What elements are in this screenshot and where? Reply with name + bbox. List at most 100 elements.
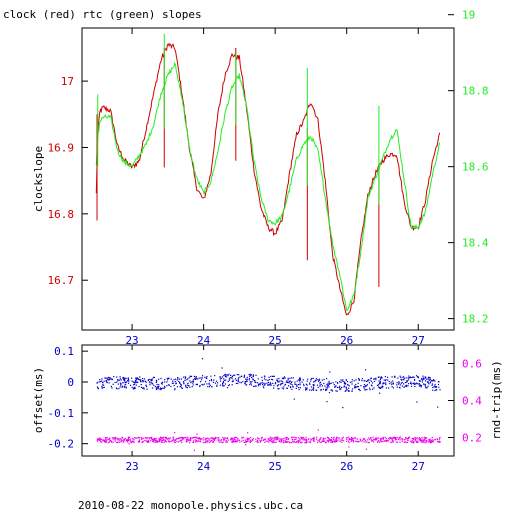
rnd-trip-point (105, 437, 107, 439)
offset-point (381, 385, 383, 387)
rnd-trip-outlier-point (246, 438, 248, 440)
rnd-trip-point (367, 437, 370, 439)
offset-point (299, 379, 301, 381)
rnd-trip-outlier-point (348, 446, 350, 448)
offset-point (415, 375, 418, 377)
rnd-trip-point (243, 436, 245, 438)
rnd-trip-point (167, 440, 169, 442)
offset-point (143, 387, 145, 389)
rnd-trip-point (292, 439, 294, 441)
rnd-trip-point (286, 437, 288, 439)
offset-point (182, 381, 185, 383)
rnd-trip-point (128, 439, 130, 441)
rnd-trip-point (274, 436, 276, 438)
offset-point (410, 381, 412, 383)
rnd-trip-point (204, 442, 206, 444)
offset-plot-ticks: 23 24 25 26 27 0.1 0 -0.1 -0.2 0.2 0.4 0.6 (48, 345, 482, 473)
offset-point (187, 378, 189, 380)
offset-point (244, 382, 246, 384)
rnd-trip-outlier-point (392, 437, 394, 439)
rnd-trip-point (233, 437, 236, 439)
rnd-trip-point (100, 438, 103, 441)
offset-point (124, 384, 126, 386)
rnd-trip-point (285, 441, 287, 443)
offset-point (123, 386, 125, 388)
rnd-trip-point (432, 441, 434, 443)
rnd-trip-point (295, 437, 297, 439)
rnd-trip-point (420, 439, 422, 441)
rnd-trip-point (417, 440, 419, 442)
offset-point (358, 379, 360, 381)
offset-point (361, 378, 363, 380)
offset-point (401, 385, 403, 387)
rnd-trip-point (331, 440, 333, 442)
offset-point (259, 384, 261, 386)
rnd-trip-point (121, 437, 124, 439)
rnd-trip-point (257, 440, 259, 442)
offset-point (427, 378, 429, 380)
rnd-trip-point (330, 437, 333, 439)
rnd-trip-point (149, 440, 152, 442)
rnd-trip-point (280, 438, 282, 440)
offset-point (245, 378, 247, 380)
rnd-trip-point (330, 441, 332, 444)
offset-point (343, 386, 345, 388)
offset-point (107, 378, 109, 380)
rnd-trip-point (271, 437, 273, 439)
offset-point (225, 374, 227, 376)
offset-point (388, 387, 390, 389)
rnd-trip-point (272, 440, 274, 442)
rnd-trip-point (394, 439, 396, 441)
rnd-trip-point (368, 438, 371, 440)
offset-point (282, 377, 284, 379)
rnd-trip-point (138, 441, 140, 443)
offset-point (360, 385, 362, 387)
offset-point (325, 389, 327, 391)
offset-point (174, 389, 176, 391)
offset-point (273, 387, 275, 389)
rnd-trip-point (189, 437, 191, 439)
rnd-trip-point (189, 439, 191, 441)
offset-point (363, 384, 366, 386)
rnd-trip-point (155, 440, 157, 442)
rnd-trip-point (208, 439, 210, 441)
rnd-trip-point (132, 440, 135, 443)
offset-point (351, 381, 353, 383)
offset-point (151, 387, 154, 389)
offset-point (318, 378, 321, 380)
rnd-trip-outlier-point (425, 437, 427, 439)
rnd-trip-point (382, 437, 384, 439)
offset-point (429, 378, 431, 380)
rnd-trip-point (335, 437, 337, 439)
rnd-trip-point (336, 440, 339, 442)
y2-axis-label-rnd-trip: rnd-trip(ms) (490, 360, 503, 439)
rnd-trip-point (335, 439, 337, 441)
offset-point (275, 382, 277, 384)
offset-point (248, 377, 250, 380)
rnd-trip-point (147, 437, 149, 439)
rnd-trip-point (303, 437, 305, 439)
offset-point (227, 375, 229, 377)
offset-point (406, 385, 408, 387)
rnd-trip-point (391, 437, 393, 439)
rnd-trip-point (413, 440, 415, 443)
y-tick-label: 0 (67, 376, 74, 389)
offset-point (99, 379, 101, 381)
rnd-trip-point (393, 437, 395, 439)
rnd-trip-point (247, 439, 249, 441)
offset-point (161, 382, 163, 384)
rnd-trip-point (343, 440, 345, 442)
rnd-trip-point (252, 438, 254, 440)
rnd-trip-point (170, 440, 172, 442)
offset-point (309, 383, 311, 385)
offset-point (378, 380, 380, 382)
offset-point (299, 380, 301, 382)
offset-point (108, 378, 110, 380)
rnd-trip-point (172, 438, 174, 440)
offset-point (319, 382, 321, 384)
rnd-trip-point (366, 439, 369, 441)
offset-point (303, 383, 305, 385)
offset-point (103, 380, 105, 382)
rnd-trip-point (161, 440, 163, 442)
offset-point (384, 382, 386, 384)
